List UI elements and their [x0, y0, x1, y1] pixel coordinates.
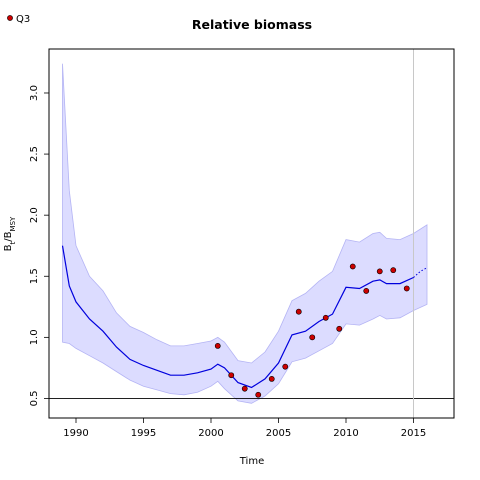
data-point [336, 325, 343, 332]
y-tick-label: 1.5 [29, 268, 40, 284]
x-tick-label: 2010 [333, 428, 358, 439]
y-tick-label: 0.5 [29, 390, 40, 406]
data-point [390, 267, 397, 274]
y-tick-label: 3.0 [29, 85, 40, 101]
x-axis-label: Time [239, 456, 264, 467]
data-point [376, 268, 383, 275]
data-point [295, 308, 302, 315]
data-point [403, 285, 410, 292]
x-tick-label: 1990 [63, 428, 88, 439]
y-axis: 0.5 1.0 1.5 2.0 2.5 3.0 [29, 85, 49, 406]
data-point [282, 363, 289, 370]
legend-label: Q3 [16, 14, 30, 25]
data-point [349, 263, 356, 270]
x-tick-label: 2015 [401, 428, 426, 439]
data-point [228, 372, 235, 379]
y-axis-label: Bt/BMSY [3, 216, 17, 251]
data-point [268, 376, 275, 382]
data-point [214, 343, 221, 349]
x-tick-label: 1995 [131, 428, 156, 439]
legend-marker [7, 15, 13, 21]
confidence-band [62, 63, 428, 404]
legend: Q3 [7, 14, 30, 25]
data-point [255, 391, 262, 398]
data-point [363, 288, 370, 294]
chart-title: Relative biomass [192, 17, 312, 32]
x-tick-label: 2005 [266, 428, 291, 439]
series-line-projection [413, 267, 428, 278]
plot-frame [48, 48, 455, 419]
plot-area [49, 49, 454, 418]
x-tick-label: 2000 [198, 428, 223, 439]
y-tick-label: 2.0 [29, 207, 40, 223]
data-point [322, 314, 329, 321]
y-tick-label: 1.0 [29, 329, 40, 345]
data-point [241, 385, 248, 392]
x-axis: 1990 1995 2000 2005 2010 2015 [63, 418, 426, 439]
y-tick-label: 2.5 [29, 146, 40, 162]
data-point [309, 334, 316, 341]
